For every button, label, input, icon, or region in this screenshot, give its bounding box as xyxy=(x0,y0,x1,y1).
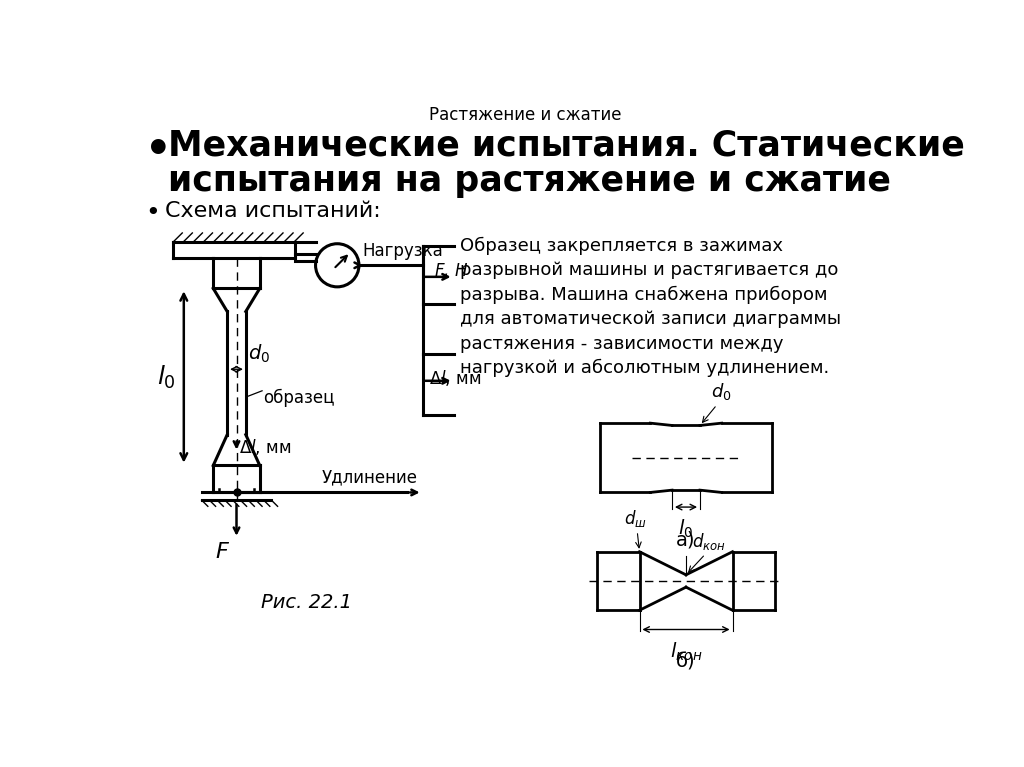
Text: Механические испытания. Статические: Механические испытания. Статические xyxy=(168,129,965,163)
Text: $d_0$: $d_0$ xyxy=(248,343,270,365)
Text: $\Delta l$, мм: $\Delta l$, мм xyxy=(429,367,481,387)
Text: а): а) xyxy=(676,531,695,550)
Text: Схема испытаний:: Схема испытаний: xyxy=(165,202,381,222)
Text: •: • xyxy=(145,129,172,171)
Text: образец: образец xyxy=(263,389,335,407)
Text: $l_0$: $l_0$ xyxy=(679,518,693,540)
Text: Растяжение и сжатие: Растяжение и сжатие xyxy=(429,106,621,124)
Text: $d_0$: $d_0$ xyxy=(711,381,731,403)
Text: Образец закрепляется в зажимах
разрывной машины и растягивается до
разрыва. Маши: Образец закрепляется в зажимах разрывной… xyxy=(460,237,841,377)
Text: Рис. 22.1: Рис. 22.1 xyxy=(261,593,352,611)
Text: $l_0$: $l_0$ xyxy=(158,364,176,390)
Text: $F$, Н: $F$, Н xyxy=(434,262,468,281)
Text: $d_ш$: $d_ш$ xyxy=(625,508,647,528)
Text: испытания на растяжение и сжатие: испытания на растяжение и сжатие xyxy=(168,163,891,198)
Text: $\Delta l$, мм: $\Delta l$, мм xyxy=(239,437,291,457)
Text: Удлинение: Удлинение xyxy=(322,469,418,486)
Text: б): б) xyxy=(676,653,696,672)
Text: Нагрузка: Нагрузка xyxy=(362,242,443,261)
Text: •: • xyxy=(145,202,160,225)
Text: $d_{кон}$: $d_{кон}$ xyxy=(692,531,726,551)
Text: $l_{кон}$: $l_{кон}$ xyxy=(670,641,702,663)
Text: $\mathit{F}$: $\mathit{F}$ xyxy=(215,542,230,562)
